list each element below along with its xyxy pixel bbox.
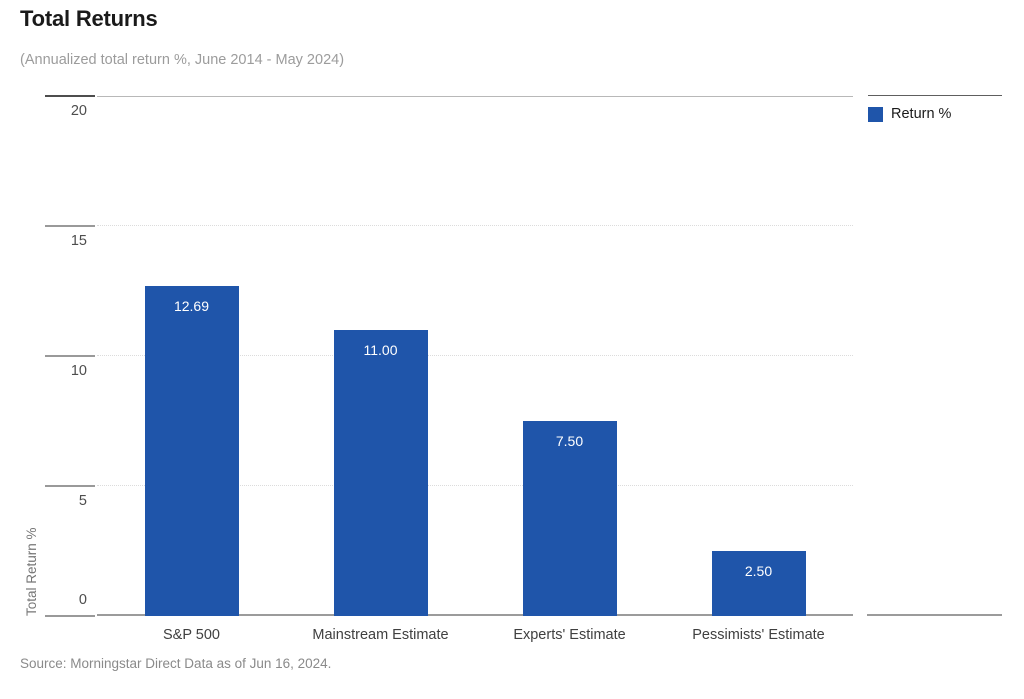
- bar-value-label: 2.50: [744, 563, 773, 579]
- chart-subtitle: (Annualized total return %, June 2014 - …: [20, 52, 345, 68]
- source-note: Source: Morningstar Direct Data as of Ju…: [20, 656, 332, 671]
- gridline: [97, 355, 853, 356]
- x-axis-line: [97, 614, 853, 616]
- bar-2: 11.00: [333, 330, 428, 616]
- category-label: Experts' Estimate: [513, 627, 626, 643]
- gridline: [97, 225, 853, 226]
- y-tick-label: 10: [70, 363, 87, 379]
- plot-area: 12.69 11.00 7.50 2.50: [97, 96, 853, 616]
- y-tick-label: 0: [78, 592, 87, 608]
- bar-3: 7.50: [522, 421, 617, 616]
- bar-value-label: 12.69: [173, 298, 210, 315]
- y-tick-mark: [45, 355, 95, 357]
- bar-value-label: 7.50: [555, 433, 584, 449]
- bar-1: 12.69: [144, 286, 239, 616]
- gridline: [97, 485, 853, 486]
- y-tick-label: 5: [78, 493, 87, 509]
- y-tick-mark: [45, 95, 95, 97]
- plot-top-border: [97, 96, 853, 97]
- category-label: Mainstream Estimate: [312, 627, 449, 643]
- bar-value-label: 11.00: [363, 342, 398, 358]
- y-tick-mark: [45, 615, 95, 617]
- legend-bottom-rule: [867, 614, 1002, 616]
- legend: Return %: [868, 95, 1002, 122]
- legend-label: Return %: [891, 106, 952, 122]
- y-tick-mark: [45, 485, 95, 487]
- y-tick-mark: [45, 225, 95, 227]
- bar-4: 2.50: [711, 551, 806, 616]
- category-axis: S&P 500 Mainstream Estimate Experts' Estim…: [97, 626, 853, 648]
- page-title: Total Returns: [20, 6, 158, 31]
- y-tick-label: 15: [70, 233, 87, 249]
- y-axis-title: Total Return %: [24, 527, 39, 616]
- y-tick-label: 20: [70, 103, 87, 119]
- y-axis: 0 5 10 15 20: [45, 95, 95, 617]
- legend-swatch-icon: [868, 106, 883, 122]
- category-label: Pessimists' Estimate: [692, 627, 825, 643]
- category-label: S&P 500: [163, 627, 220, 643]
